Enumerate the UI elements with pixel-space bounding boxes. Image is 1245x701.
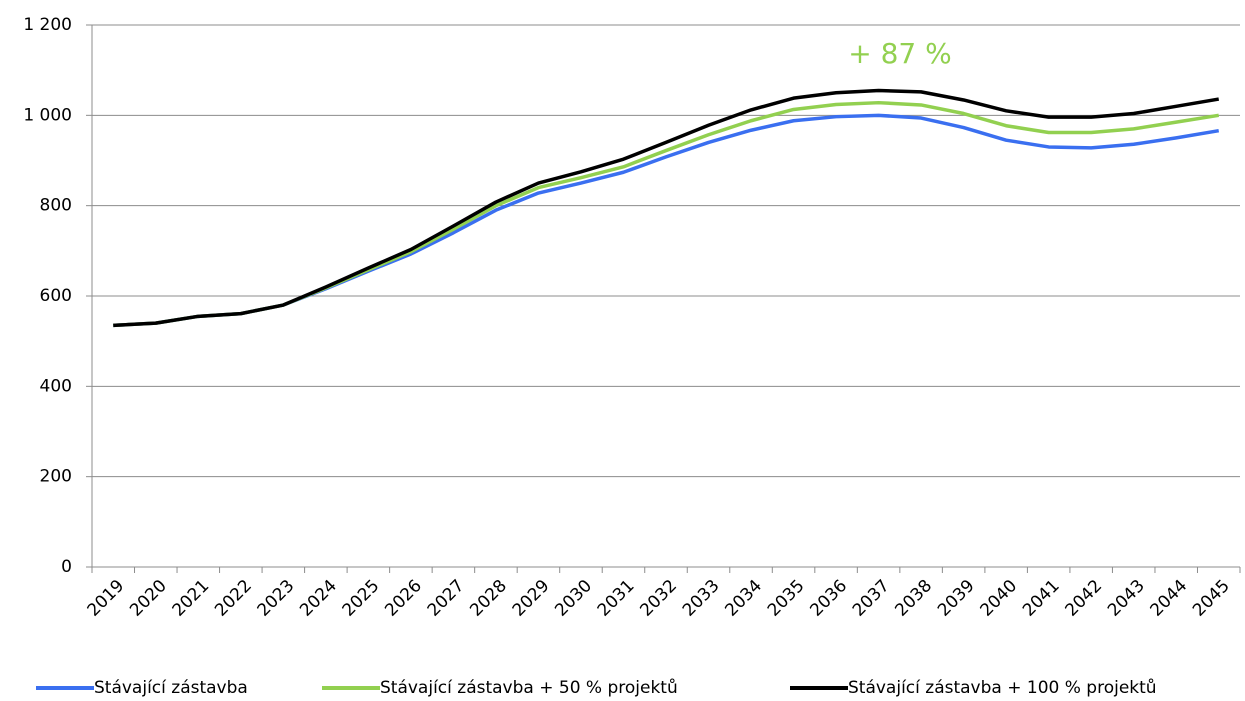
x-tick-label: 2030 [551,576,596,621]
x-tick-label: 2035 [764,576,809,621]
x-tick-label: 2038 [891,576,936,621]
y-tick-label: 400 [40,376,72,396]
series-line [113,88,1220,328]
x-tick-label: 2034 [721,576,766,621]
x-tick-label: 2023 [254,576,299,621]
x-tick-label: 2022 [211,576,256,621]
series-line [113,113,1220,328]
x-tick-label: 2041 [1019,576,1064,621]
y-tick-label: 1 000 [23,105,72,125]
y-tick-label: 1 200 [23,15,72,35]
x-tick-label: 2033 [679,576,724,621]
x-tick-label: 2040 [976,576,1021,621]
x-tick-label: 2020 [126,576,171,621]
y-tick-label: 200 [40,467,72,487]
x-tick-label: 2036 [806,576,851,621]
x-tick-label: 2032 [636,576,681,621]
x-tick-label: 2024 [296,576,341,621]
x-tick-label: 2043 [1104,576,1149,621]
y-tick-label: 0 [61,557,72,577]
series-line [113,100,1220,328]
x-tick-label: 2021 [169,576,214,621]
y-tick-label: 600 [40,286,72,306]
x-tick-label: 2044 [1147,576,1192,621]
x-tick-label: 2027 [424,576,469,621]
x-tick-label: 2037 [849,576,894,621]
x-tick-label: 2019 [84,576,129,621]
x-tick-label: 2045 [1189,576,1234,621]
x-tick-label: 2029 [509,576,554,621]
x-tick-label: 2028 [466,576,511,621]
y-tick-label: 800 [40,196,72,216]
legend-label: Stávající zástavba [94,678,248,698]
x-tick-label: 2025 [339,576,384,621]
x-tick-label: 2031 [594,576,639,621]
annotation: + 87 % [848,37,952,70]
legend-label: Stávající zástavba + 50 % projektů [380,678,678,698]
x-tick-label: 2042 [1062,576,1107,621]
x-tick-label: 2039 [934,576,979,621]
x-tick-label: 2026 [381,576,426,621]
legend-label: Stávající zástavba + 100 % projektů [848,678,1157,698]
